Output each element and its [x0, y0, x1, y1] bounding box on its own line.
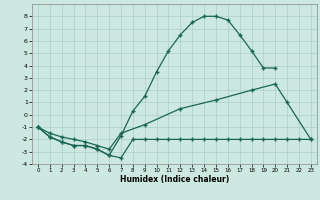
- X-axis label: Humidex (Indice chaleur): Humidex (Indice chaleur): [120, 175, 229, 184]
